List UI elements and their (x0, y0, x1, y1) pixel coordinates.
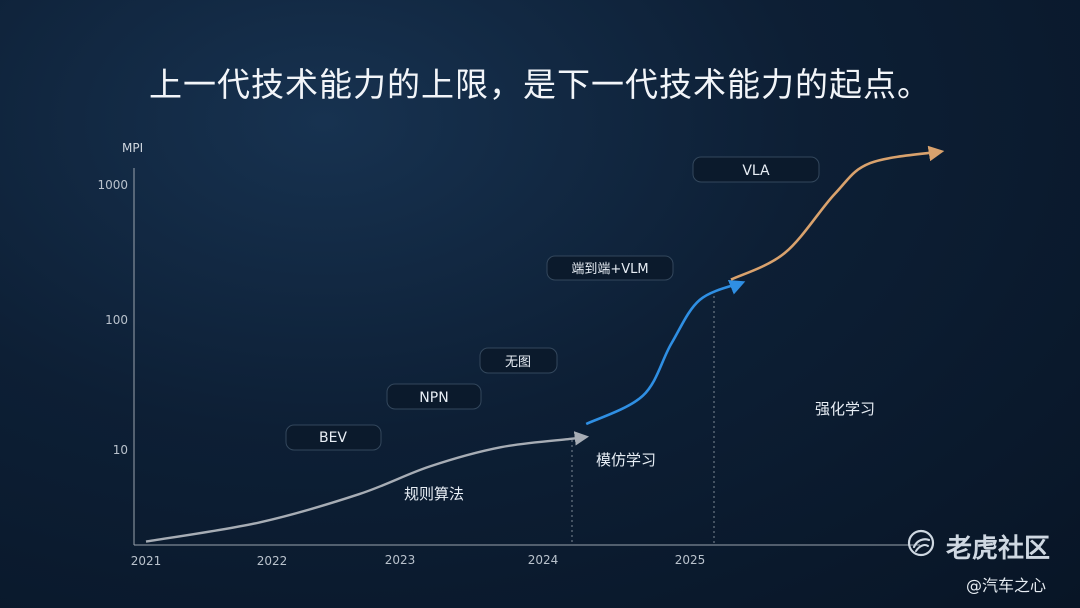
y-tick-label: 100 (105, 313, 128, 327)
headline: 上一代技术能力的上限，是下一代技术能力的起点。 (149, 65, 931, 104)
annotation-vla: VLA (692, 156, 820, 183)
annotation-label: NPN (419, 390, 448, 406)
source-credit: @汽车之心 (966, 576, 1047, 595)
watermark-text: 老虎社区 (946, 534, 1051, 564)
x-tick-label: 2024 (528, 553, 559, 567)
tiger-swirl-icon (907, 529, 935, 557)
phase-label-reinforcement-learning: 强化学习 (815, 400, 875, 418)
y-tick-label: 10 (113, 443, 128, 457)
series-rule-algorithm-line (145, 431, 590, 543)
annotation-label: 端到端+VLM (571, 262, 648, 277)
annotation-bev: BEV (285, 424, 382, 451)
annotation-e2e-vlm: 端到端+VLM (546, 255, 674, 281)
series-reinforcement-learning-line (730, 145, 945, 281)
phase-label-imitation-learning: 模仿学习 (596, 451, 656, 469)
annotation-label: VLA (742, 163, 770, 179)
y-tick-label: 1000 (97, 178, 128, 192)
annotation-label: 无图 (505, 355, 531, 370)
phase-label-rule-algorithm: 规则算法 (404, 485, 464, 503)
y-axis-label: MPI (122, 141, 143, 155)
annotation-npn: NPN (386, 383, 482, 410)
annotation-no-map: 无图 (479, 347, 558, 374)
x-tick-label: 2023 (385, 553, 416, 567)
annotation-label: BEV (319, 430, 347, 446)
x-tick-label: 2022 (257, 554, 288, 568)
x-tick-label: 2025 (675, 553, 706, 567)
x-tick-label: 2021 (131, 554, 162, 568)
series-imitation-learning-line (585, 279, 746, 426)
